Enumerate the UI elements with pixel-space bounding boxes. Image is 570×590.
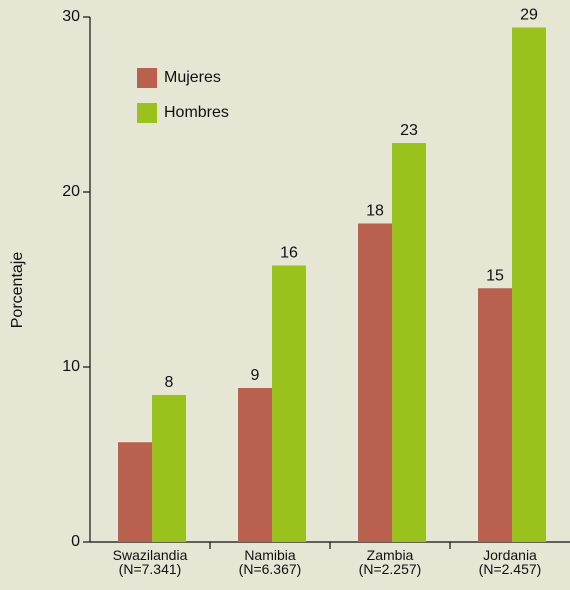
y-tick-label: 30 [62,8,80,25]
legend-label: Hombres [164,104,229,121]
data-label: 8 [165,374,174,391]
bar [478,288,512,542]
bar [272,265,306,542]
x-tick-label: Jordania (N=2.457) [479,547,542,577]
data-label: 16 [280,245,298,262]
x-tick-label: Namibia (N=6.367) [239,547,302,577]
bar [238,388,272,542]
x-tick-label: Zambia (N=2.257) [359,547,422,577]
y-axis-label: Porcentaje [9,252,26,329]
data-label: 29 [520,7,538,24]
data-label: 18 [366,203,384,220]
y-tick-label: 0 [71,533,80,550]
bar [392,143,426,542]
bar [118,442,152,542]
bar [358,223,392,542]
data-label: 15 [486,267,504,284]
data-label: 23 [400,122,418,139]
legend-label: Mujeres [164,69,221,86]
data-label: 9 [251,367,260,384]
x-tick-label: Swazilandia (N=7.341) [113,547,188,577]
bar [512,27,546,542]
y-tick-label: 10 [62,358,80,375]
legend-swatch [137,103,157,123]
y-tick-label: 20 [62,183,80,200]
legend-swatch [137,68,157,88]
bar [152,395,186,542]
